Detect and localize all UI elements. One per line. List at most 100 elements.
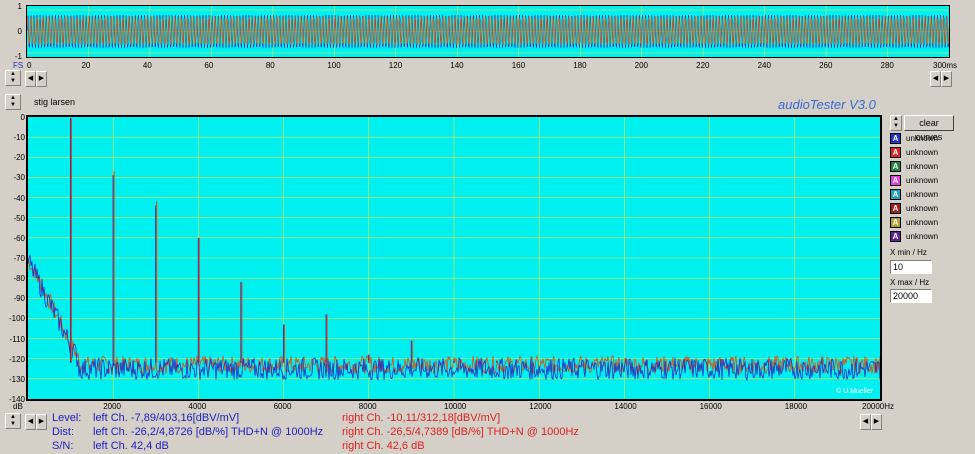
waveform-ytick: -1: [14, 52, 22, 61]
spectrum-scroll-arrows[interactable]: ◀ ▶: [25, 414, 47, 430]
spectrum-ytick: -70: [13, 254, 25, 263]
title-field[interactable]: stig larsen: [34, 97, 76, 107]
spectrum-ytick: -100: [8, 314, 25, 324]
waveform-ytick: 1: [17, 2, 22, 11]
spectrum-xtick: 2000: [103, 402, 121, 411]
waveform-xtick: 100: [327, 61, 341, 70]
zoom-right-button[interactable]: ▶: [871, 414, 882, 430]
zoom-left-button[interactable]: ◀: [930, 71, 941, 87]
spectrum-ytick: -120: [8, 354, 25, 364]
title-spinner[interactable]: ▲ ▼: [5, 94, 21, 110]
zoom-right-button[interactable]: ▶: [941, 71, 952, 87]
legend-item-label: unknown: [906, 133, 939, 143]
spectrum-xtick: 20000Hz: [862, 402, 895, 411]
curve-color-swatch[interactable]: A: [890, 160, 901, 172]
spectrum-harmonic-peaks: [69, 118, 498, 363]
spectrum-ytick: -80: [13, 274, 25, 284]
spectrum-xtick: 6000: [273, 402, 292, 411]
spectrum-left-channel: [28, 254, 880, 382]
waveform-xtick: 140: [450, 61, 464, 70]
spectrum-xtick: 18000: [784, 402, 808, 411]
spectrum-ytick: 0: [20, 113, 25, 122]
waveform-xtick: 200: [634, 61, 649, 70]
spectrum-xtick: 16000: [699, 402, 722, 411]
waveform-xtick: 60: [204, 61, 214, 70]
spectrum-ytick: -40: [13, 193, 25, 203]
zoom-left-button[interactable]: ◀: [860, 414, 871, 430]
waveform-xtick: 180: [573, 61, 587, 70]
scroll-right-button[interactable]: ▶: [36, 414, 47, 430]
curve-color-swatch[interactable]: A: [890, 216, 901, 228]
spectrum-ytick: -130: [8, 374, 25, 384]
legend-spinner[interactable]: ▲ ▼: [890, 115, 902, 131]
scroll-left-button[interactable]: ◀: [25, 414, 36, 430]
curve-color-swatch[interactable]: A: [890, 132, 901, 144]
legend-item-label: unknown: [906, 203, 939, 213]
spectrum-xtick: 14000: [614, 402, 637, 411]
spectrum-xtick: 8000: [358, 402, 377, 411]
left-level-readout: left Ch. -7,89/403,16[dBV/mV]: [93, 412, 240, 424]
curve-color-swatch[interactable]: A: [890, 188, 901, 200]
app-title: audioTester V3.0: [778, 97, 876, 112]
xmax-input[interactable]: 20000: [890, 289, 932, 303]
spectrum-ytick: -10: [13, 133, 25, 143]
scroll-right-button[interactable]: ▶: [36, 71, 47, 87]
spectrum-xtick: 12000: [529, 402, 552, 411]
spectrum-xtick: 10000: [444, 402, 467, 411]
waveform-xtick: 300ms: [933, 61, 958, 70]
left-dist-readout: left Ch. -26,2/4,8726 [dB/%] THD+N @ 100…: [93, 426, 324, 438]
legend-item-label: unknown: [906, 231, 939, 241]
waveform-right-trace: [27, 16, 949, 46]
waveform-xtick: 20: [81, 61, 91, 70]
spectrum-ytick: -20: [13, 153, 25, 163]
legend-item-label: unknown: [906, 161, 939, 171]
legend-item-label: unknown: [906, 175, 939, 185]
spectrum-ytick: -90: [13, 294, 25, 304]
sn-label: S/N:: [52, 440, 74, 452]
waveform-scroll-arrows[interactable]: ◀ ▶: [25, 71, 47, 87]
waveform-plot: [27, 6, 949, 57]
watermark: © U.Mueller: [836, 388, 874, 395]
xmin-label: X min / Hz: [890, 248, 927, 257]
curve-color-swatch[interactable]: A: [890, 202, 901, 214]
spectrum-y-unit: dB: [13, 402, 23, 411]
fs-label: FS: [13, 61, 24, 70]
spectrum-xtick: 4000: [188, 402, 207, 411]
spectrum-zoom-arrows[interactable]: ◀ ▶: [860, 414, 882, 430]
waveform-scale-spinner[interactable]: ▲ ▼: [5, 70, 21, 86]
waveform-xtick: 40: [142, 61, 152, 70]
dist-label: Dist:: [52, 426, 74, 438]
right-dist-readout: right Ch. -26,5/4,7389 [dB/%] THD+N @ 10…: [342, 426, 579, 438]
legend-item-label: unknown: [906, 189, 939, 199]
spectrum-ytick: -140: [8, 395, 25, 404]
curve-color-swatch[interactable]: A: [890, 174, 901, 186]
legend-item-label: unknown: [906, 217, 939, 227]
spectrum-ytick: -60: [13, 233, 25, 243]
xmin-input[interactable]: 10: [890, 260, 932, 274]
spectrum-ytick: -50: [13, 213, 25, 223]
left-sn-readout: left Ch. 42,4 dB: [93, 440, 169, 452]
waveform-xtick: 160: [511, 61, 526, 70]
xmax-label: X max / Hz: [890, 278, 930, 287]
spectrum-ytick: -30: [13, 173, 25, 183]
curve-color-swatch[interactable]: A: [890, 230, 901, 242]
scroll-left-button[interactable]: ◀: [25, 71, 36, 87]
spectrum-ytick: -110: [9, 334, 25, 344]
waveform-zoom-arrows[interactable]: ◀ ▶: [930, 71, 952, 87]
waveform-xtick: 80: [265, 61, 275, 70]
curve-color-swatch[interactable]: A: [890, 146, 901, 158]
right-level-readout: right Ch. -10,11/312,18[dBV/mV]: [342, 412, 501, 424]
waveform-xtick: 260: [819, 61, 833, 70]
level-label: Level:: [52, 412, 82, 424]
spectrum-plot: [28, 117, 880, 399]
spectrum-scale-spinner[interactable]: ▲ ▼: [5, 413, 21, 429]
clear-curves-button[interactable]: clear curves: [904, 115, 954, 142]
